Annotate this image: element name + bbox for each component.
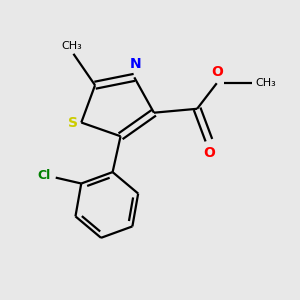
- Text: Cl: Cl: [38, 169, 51, 182]
- Text: N: N: [129, 57, 141, 71]
- Text: CH₃: CH₃: [61, 41, 82, 51]
- Text: O: O: [212, 64, 224, 79]
- Text: O: O: [203, 146, 215, 160]
- Text: CH₃: CH₃: [255, 78, 276, 88]
- Text: S: S: [68, 116, 78, 130]
